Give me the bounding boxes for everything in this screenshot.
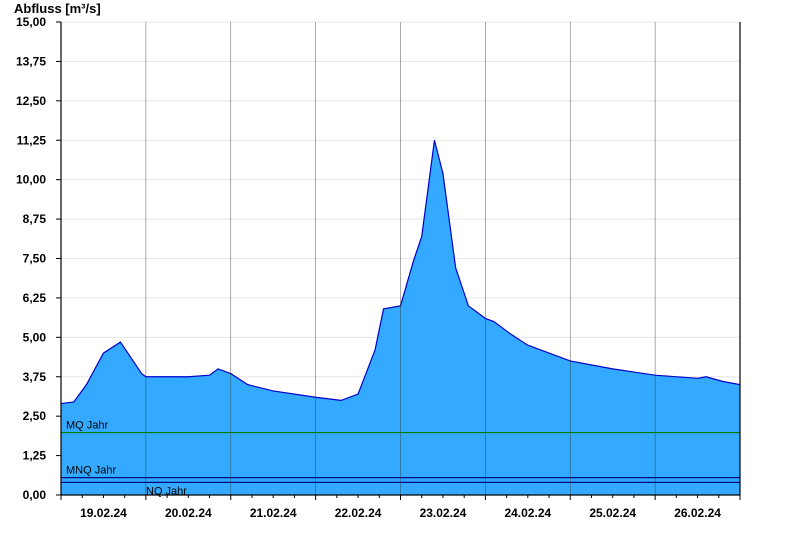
y-tick-label: 8,75 bbox=[23, 212, 47, 226]
y-axis-title: Abfluss [m³/s] bbox=[14, 1, 101, 16]
reference-line-label: MNQ Jahr bbox=[66, 465, 116, 477]
y-tick-label: 15,00 bbox=[16, 15, 46, 29]
y-tick-label: 1,25 bbox=[23, 449, 47, 463]
y-tick-label: 0,00 bbox=[23, 488, 47, 502]
x-tick-label: 26.02.24 bbox=[674, 506, 721, 520]
x-tick-label: 24.02.24 bbox=[504, 506, 551, 520]
y-ticks: 0,00 1,25 2,50 3,75 5,00 6,25 7,50 8,75 10,00 11,… bbox=[16, 15, 61, 502]
y-tick-label: 5,00 bbox=[23, 330, 47, 344]
reference-line-label: NQ Jahr bbox=[146, 485, 187, 497]
y-tick-label: 7,50 bbox=[23, 252, 47, 266]
y-tick-label: 13,75 bbox=[16, 54, 46, 68]
y-tick-label: 3,75 bbox=[23, 370, 47, 384]
y-tick-label: 6,25 bbox=[23, 291, 47, 305]
x-tick-label: 21.02.24 bbox=[250, 506, 297, 520]
day-separators bbox=[145, 22, 656, 495]
reference-lines: MQ Jahr MNQ Jahr NQ Jahr bbox=[61, 420, 740, 497]
y-tick-label: 10,00 bbox=[16, 173, 46, 187]
reference-line-label: MQ Jahr bbox=[66, 420, 109, 432]
x-tick-label: 20.02.24 bbox=[165, 506, 212, 520]
x-ticks: 19.02.24 20.02.24 21.02.24 22.02.24 23.02.24… bbox=[60, 495, 741, 520]
x-tick-label: 25.02.24 bbox=[589, 506, 636, 520]
y-tick-label: 2,50 bbox=[23, 409, 47, 423]
discharge-line bbox=[60, 140, 741, 405]
x-tick-label: 19.02.24 bbox=[80, 506, 127, 520]
y-tick-label: 11,25 bbox=[17, 133, 47, 147]
y-tick-label: 12,50 bbox=[16, 94, 46, 108]
x-tick-label: 23.02.24 bbox=[420, 506, 467, 520]
x-tick-label: 22.02.24 bbox=[335, 506, 382, 520]
